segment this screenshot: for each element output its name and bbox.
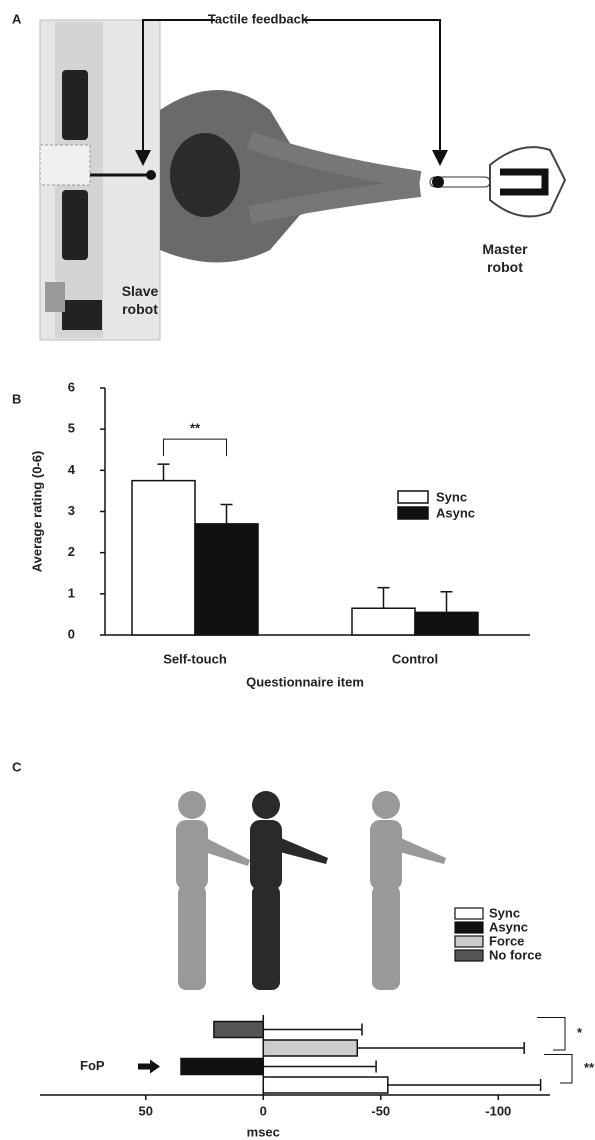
y-tick-label: 6 [68,379,75,394]
y-tick-label: 3 [68,503,75,518]
x-axis-label: msec [247,1124,280,1139]
legend-label: No force [489,947,542,962]
y-tick-label: 2 [68,544,75,559]
figure: A Tactile feedback B 0 1 2 3 4 5 6 Average ratin… [0,0,595,1140]
legend-label: Async [489,919,528,934]
legend-swatch [455,922,483,933]
y-axis-label: Average rating (0-6) [29,451,44,573]
legend-label: Force [489,933,524,948]
bar [214,1022,263,1038]
avatars [176,791,446,990]
bar [181,1059,263,1075]
master-robot-label: Master robot [470,240,540,276]
legend-label: Async [436,505,475,520]
legend-swatch [455,950,483,961]
significance-bracket [164,439,227,456]
y-tick-label: 4 [68,462,76,477]
y-tick-label: 1 [68,585,75,600]
bar [352,608,415,635]
legend-swatch [398,507,428,519]
bar [263,1040,357,1056]
panel-letter: B [12,391,21,406]
fop-label: FoP [80,1058,105,1073]
panel-letter: A [12,11,22,26]
y-tick-label: 0 [68,626,75,641]
panel-letter: C [12,759,22,774]
x-tick-label: Control [392,651,438,666]
legend-swatch [455,936,483,947]
x-tick-label: 50 [139,1103,153,1118]
bar [263,1077,388,1093]
bar [415,612,478,635]
significance-label: ** [584,1060,595,1075]
fop-arrow [138,1060,160,1074]
figure-canvas: A Tactile feedback B 0 1 2 3 4 5 6 Average ratin… [0,0,595,1140]
significance-bracket [544,1055,572,1084]
significance-label: * [577,1025,583,1040]
x-axis-label: Questionnaire item [246,674,364,689]
y-tick-label: 5 [68,421,75,436]
legend-swatch [398,491,428,503]
significance-bracket [537,1018,565,1051]
slave-robot-label: Slave robot [110,282,170,318]
tactile-feedback-label: Tactile feedback [208,11,309,26]
x-tick-label: 0 [260,1103,267,1118]
bar [195,524,258,635]
legend-swatch [455,908,483,919]
significance-label: ** [190,421,201,436]
probe [146,170,156,180]
legend-label: Sync [436,489,467,504]
x-tick-label: Self-touch [163,651,227,666]
master-robot [430,147,565,216]
x-tick-label: -50 [371,1103,390,1118]
person-top-view [160,90,420,263]
x-tick-label: -100 [485,1103,511,1118]
bar [132,481,195,635]
legend-label: Sync [489,905,520,920]
